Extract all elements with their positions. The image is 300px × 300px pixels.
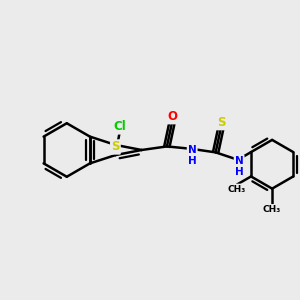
- Text: CH₃: CH₃: [263, 205, 281, 214]
- Text: O: O: [167, 110, 177, 123]
- Text: CH₃: CH₃: [227, 184, 245, 194]
- Text: N
H: N H: [235, 156, 244, 177]
- Text: N
H: N H: [188, 145, 197, 166]
- Text: S: S: [111, 140, 120, 154]
- Text: Cl: Cl: [113, 120, 126, 134]
- Text: S: S: [217, 116, 225, 129]
